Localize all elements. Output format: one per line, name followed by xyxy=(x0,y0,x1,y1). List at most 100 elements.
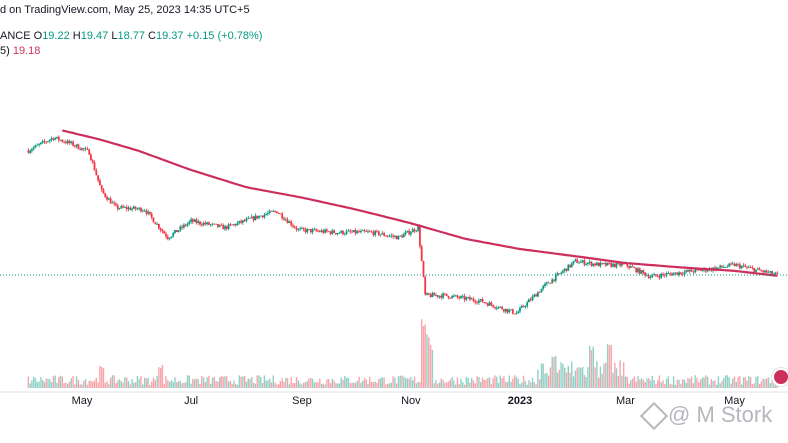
volume-bar xyxy=(565,372,568,388)
candle-body xyxy=(470,298,473,300)
candle-body xyxy=(270,210,273,212)
candle-body xyxy=(122,206,124,208)
volume-bar xyxy=(167,380,169,388)
candle-body xyxy=(32,147,35,150)
candle-body xyxy=(494,307,496,309)
close-value: 19.37 xyxy=(156,30,184,42)
volume-bar xyxy=(215,380,217,388)
volume-bar xyxy=(626,376,628,388)
candle-body xyxy=(340,230,343,233)
volume-bar xyxy=(760,381,762,388)
candle-body xyxy=(579,261,582,263)
candle-body xyxy=(506,308,509,313)
volume-bar xyxy=(707,376,709,388)
candle-body xyxy=(486,303,489,306)
candle-body xyxy=(29,150,32,153)
volume-bar xyxy=(185,382,187,388)
candle-body xyxy=(217,224,219,227)
candle-body xyxy=(390,235,393,237)
candle-body xyxy=(461,296,464,297)
x-tick-label: May xyxy=(72,395,93,407)
volume-bar xyxy=(603,363,605,388)
volume-bar xyxy=(574,370,577,388)
candle-body xyxy=(481,299,484,303)
candle-body xyxy=(229,224,232,226)
volume-bar xyxy=(762,378,764,388)
candle-body xyxy=(438,295,441,297)
volume-bar xyxy=(120,381,122,388)
candle-body xyxy=(426,293,428,295)
volume-bar xyxy=(256,375,258,388)
volume-bar xyxy=(260,377,262,388)
candle-body xyxy=(721,265,723,268)
volume-bar xyxy=(404,378,407,388)
volume-bar xyxy=(628,383,630,388)
volume-bar xyxy=(678,380,680,388)
volume-bar xyxy=(317,382,319,388)
candle-body xyxy=(442,293,444,298)
candle-body xyxy=(699,269,702,271)
country-flag-icon[interactable] xyxy=(772,368,788,386)
volume-bar xyxy=(406,378,409,388)
symbol-fragment: ANCE xyxy=(0,30,31,42)
volume-bar xyxy=(252,382,255,388)
volume-bar xyxy=(458,384,460,388)
candle-body xyxy=(247,217,250,219)
candle-body xyxy=(485,302,487,304)
candle-body xyxy=(542,285,545,289)
candle-body xyxy=(206,222,208,225)
candle-body xyxy=(367,231,369,233)
volume-bar xyxy=(247,378,249,388)
volume-bar xyxy=(129,384,131,388)
volume-bar xyxy=(113,375,115,388)
candle-body xyxy=(345,231,348,234)
volume-bar xyxy=(453,380,455,388)
volume-bar xyxy=(245,381,248,388)
open-value: 19.22 xyxy=(42,30,70,42)
candle-body xyxy=(283,218,285,220)
volume-bar xyxy=(101,366,103,388)
candle-body xyxy=(621,263,623,266)
volume-bar xyxy=(145,378,148,388)
candle-body xyxy=(208,222,210,225)
volume-bar xyxy=(74,384,76,388)
candle-body xyxy=(731,263,734,265)
volume-bar xyxy=(70,378,72,388)
candle-body xyxy=(100,185,103,190)
candle-body xyxy=(776,272,779,274)
candle-body xyxy=(38,144,40,145)
candle-body xyxy=(107,198,110,200)
volume-bar xyxy=(401,375,403,388)
candle-body xyxy=(131,208,133,210)
volume-bar xyxy=(463,384,466,388)
candle-body xyxy=(152,217,155,223)
volume-bar xyxy=(442,380,444,388)
volume-bar xyxy=(564,367,566,388)
candle-body xyxy=(99,180,101,186)
candle-body xyxy=(744,265,747,267)
volume-bar xyxy=(680,383,682,388)
candle-body xyxy=(342,230,344,235)
candle-body xyxy=(301,228,303,229)
volume-bar xyxy=(136,375,139,388)
candle-body xyxy=(292,225,294,227)
volume-bar xyxy=(721,380,723,388)
candle-body xyxy=(444,293,446,295)
candle-body xyxy=(159,228,162,230)
volume-bar xyxy=(619,360,621,388)
volume-bar xyxy=(699,379,702,388)
candle-body xyxy=(420,246,423,261)
volume-bar xyxy=(190,383,192,388)
candle-body xyxy=(61,139,64,142)
candle-body xyxy=(472,298,475,301)
candle-body xyxy=(469,297,471,300)
candle-body xyxy=(581,260,584,262)
volume-bar xyxy=(723,377,725,388)
candle-body xyxy=(254,215,257,221)
candle-body xyxy=(435,295,437,296)
candle-body xyxy=(224,226,226,230)
candle-body xyxy=(272,211,275,212)
candle-body xyxy=(95,170,98,176)
volume-bar xyxy=(703,377,705,388)
